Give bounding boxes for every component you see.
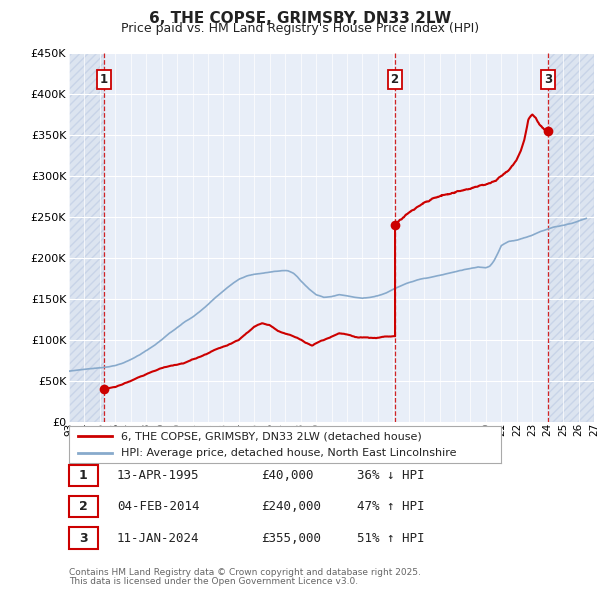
Text: 51% ↑ HPI: 51% ↑ HPI	[357, 532, 425, 545]
Text: £40,000: £40,000	[261, 469, 314, 482]
Text: 3: 3	[79, 532, 88, 545]
Text: 1: 1	[79, 469, 88, 482]
Text: 2: 2	[391, 73, 399, 86]
Bar	[548, 53, 594, 422]
Text: HPI: Average price, detached house, North East Lincolnshire: HPI: Average price, detached house, Nort…	[121, 448, 457, 458]
Text: 1: 1	[100, 73, 108, 86]
Text: 36% ↓ HPI: 36% ↓ HPI	[357, 469, 425, 482]
Text: 04-FEB-2014: 04-FEB-2014	[117, 500, 199, 513]
Text: 13-APR-1995: 13-APR-1995	[117, 469, 199, 482]
Bar	[69, 53, 104, 422]
Text: 11-JAN-2024: 11-JAN-2024	[117, 532, 199, 545]
Text: 6, THE COPSE, GRIMSBY, DN33 2LW: 6, THE COPSE, GRIMSBY, DN33 2LW	[149, 11, 451, 25]
Text: 3: 3	[544, 73, 552, 86]
Text: £355,000: £355,000	[261, 532, 321, 545]
Text: £240,000: £240,000	[261, 500, 321, 513]
Text: This data is licensed under the Open Government Licence v3.0.: This data is licensed under the Open Gov…	[69, 577, 358, 586]
Text: 6, THE COPSE, GRIMSBY, DN33 2LW (detached house): 6, THE COPSE, GRIMSBY, DN33 2LW (detache…	[121, 431, 422, 441]
Text: Contains HM Land Registry data © Crown copyright and database right 2025.: Contains HM Land Registry data © Crown c…	[69, 568, 421, 577]
Text: Price paid vs. HM Land Registry's House Price Index (HPI): Price paid vs. HM Land Registry's House …	[121, 22, 479, 35]
Text: 2: 2	[79, 500, 88, 513]
Text: 47% ↑ HPI: 47% ↑ HPI	[357, 500, 425, 513]
